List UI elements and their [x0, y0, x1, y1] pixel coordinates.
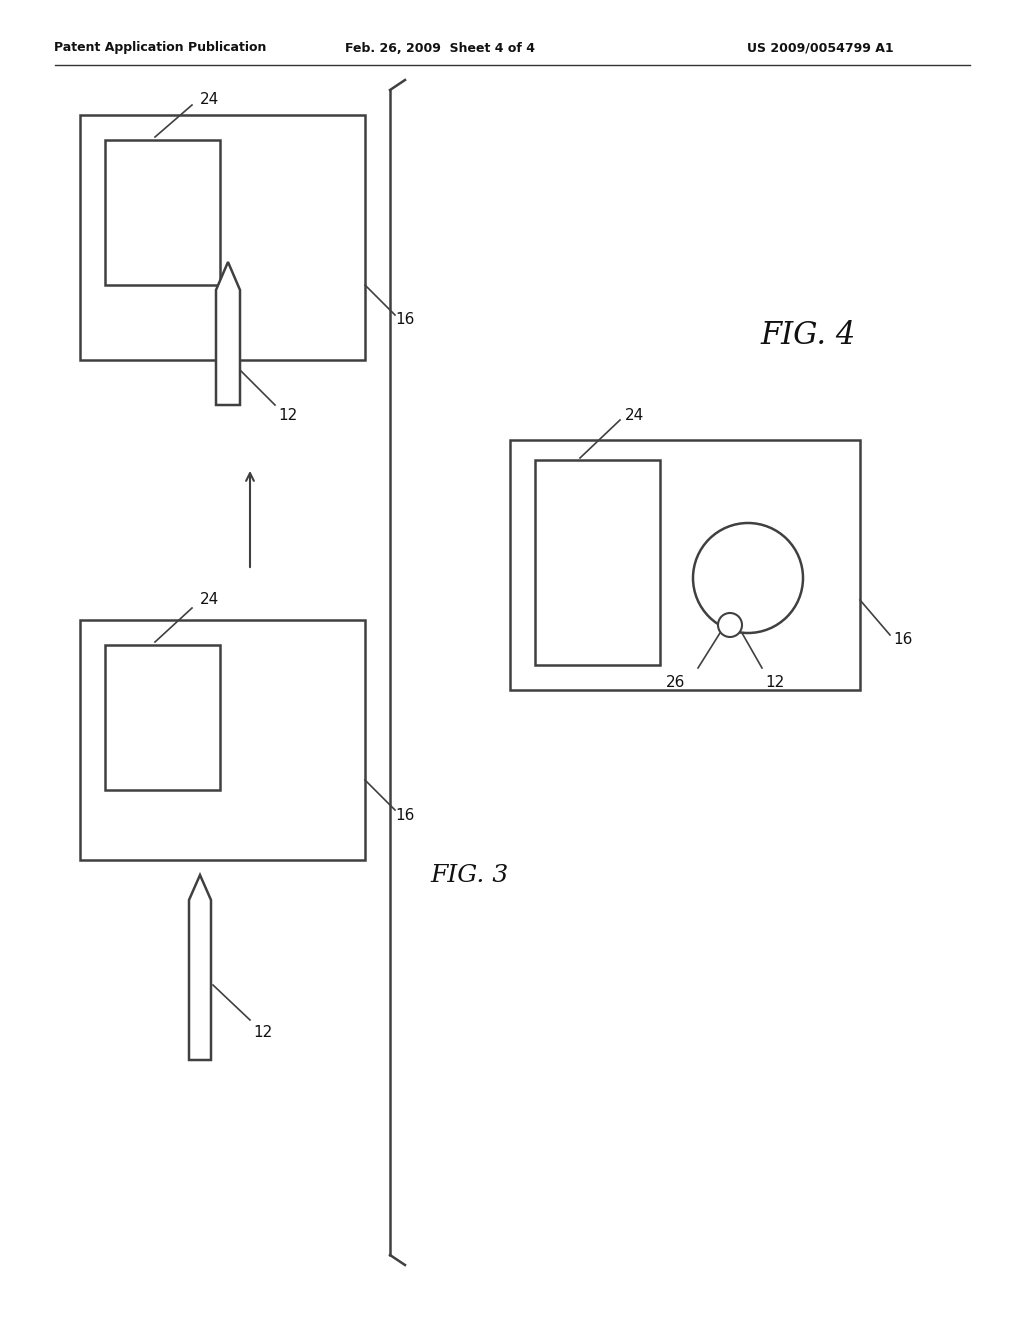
Bar [105, 140, 220, 285]
Text: Patent Application Publication: Patent Application Publication [54, 41, 266, 54]
Text: 24: 24 [625, 408, 644, 422]
Text: 12: 12 [765, 675, 784, 690]
Bar [510, 440, 860, 690]
Bar [80, 620, 365, 861]
Text: 26: 26 [666, 675, 685, 690]
Text: 16: 16 [395, 808, 415, 822]
Text: 12: 12 [253, 1026, 272, 1040]
Bar [535, 459, 660, 665]
Bar [105, 645, 220, 789]
Bar [80, 115, 365, 360]
Text: 24: 24 [200, 593, 219, 607]
Text: FIG. 3: FIG. 3 [430, 863, 508, 887]
Circle shape [718, 612, 742, 638]
Circle shape [693, 523, 803, 634]
Polygon shape [189, 875, 211, 1060]
Polygon shape [216, 261, 240, 405]
Text: Feb. 26, 2009  Sheet 4 of 4: Feb. 26, 2009 Sheet 4 of 4 [345, 41, 535, 54]
Text: 16: 16 [395, 313, 415, 327]
Text: 24: 24 [200, 92, 219, 107]
Text: US 2009/0054799 A1: US 2009/0054799 A1 [746, 41, 893, 54]
Text: 12: 12 [278, 408, 297, 422]
Text: 16: 16 [893, 632, 912, 648]
Text: FIG. 4: FIG. 4 [760, 319, 855, 351]
